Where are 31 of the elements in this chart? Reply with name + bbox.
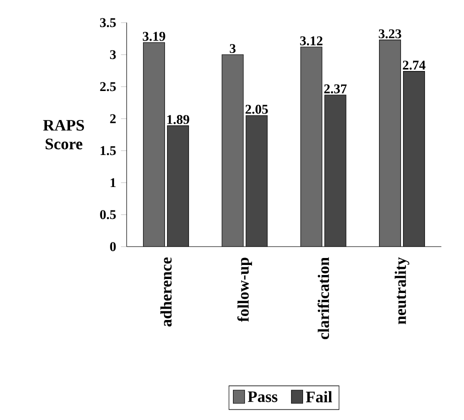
legend-label: Fail xyxy=(306,391,332,402)
legend-label: Pass xyxy=(248,391,278,402)
data-label: 1.89 xyxy=(167,115,190,124)
y-tick-label: 3 xyxy=(110,50,116,60)
bar xyxy=(403,71,425,247)
x-tick-label: neutrality xyxy=(394,257,410,324)
y-tick-label: 1.5 xyxy=(100,146,116,156)
bar xyxy=(222,54,244,247)
data-label: 2.37 xyxy=(324,84,347,94)
y-tick-label: 2.5 xyxy=(100,82,116,92)
x-tick-label: clarification xyxy=(318,257,330,340)
y-axis-title: RAPS Score xyxy=(43,120,84,150)
y-tick-label: 3.5 xyxy=(100,18,116,28)
data-label: 2.05 xyxy=(246,104,268,114)
bar xyxy=(167,126,189,247)
bar xyxy=(379,40,401,247)
data-label: 3.12 xyxy=(300,36,322,46)
y-tick-label: 2 xyxy=(110,114,116,124)
y-tick-label: 1 xyxy=(110,178,116,188)
bar xyxy=(246,115,268,247)
bar xyxy=(143,42,165,247)
data-label: 3 xyxy=(230,44,236,54)
data-label: 3.23 xyxy=(378,29,402,38)
bar xyxy=(300,46,322,247)
bar xyxy=(324,94,346,247)
y-tick-label: 0 xyxy=(110,242,116,252)
x-tick-label: follow-up xyxy=(237,258,252,322)
data-label: 3.19 xyxy=(142,32,166,41)
data-label: 2.74 xyxy=(402,60,426,70)
x-tick-label: adherence xyxy=(160,257,172,326)
y-tick-label: 0.5 xyxy=(100,210,116,220)
